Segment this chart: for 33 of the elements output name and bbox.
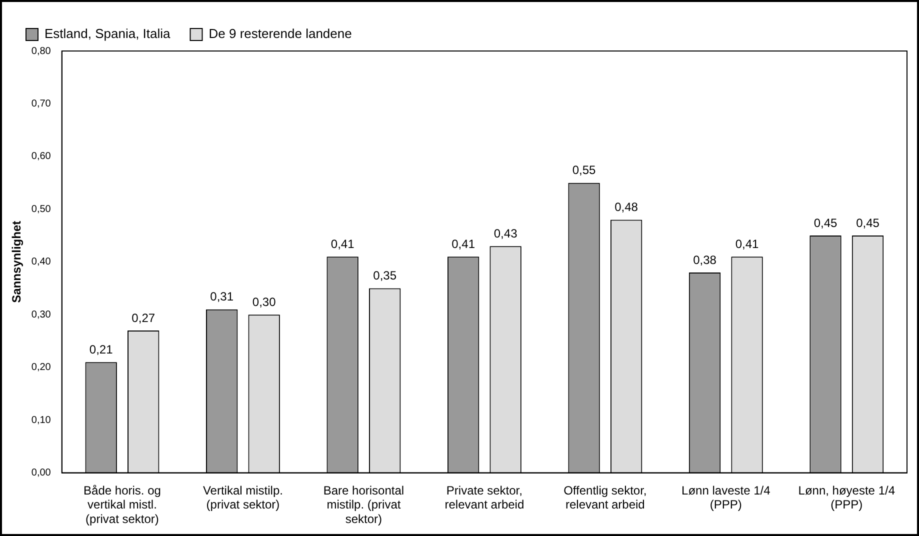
y-tick-label: 0,10 — [31, 414, 52, 426]
y-tick-label: 0,70 — [31, 98, 52, 110]
data-label: 0,45 — [814, 216, 838, 230]
data-label: 0,35 — [373, 268, 397, 283]
x-tick-label: Private sektor, relevant arbeid — [444, 483, 524, 512]
x-tick-label: Lønn, høyeste 1/4 (PPP) — [798, 483, 896, 512]
data-label: 0,38 — [693, 252, 717, 267]
data-label: 0,31 — [210, 290, 234, 304]
data-label: 0,41 — [330, 236, 355, 251]
data-label: 0,48 — [614, 200, 638, 214]
data-label: 0,41 — [452, 236, 476, 251]
y-axis-title: Sannsynlighet — [10, 220, 24, 303]
legend-label: De 9 resterende landene — [208, 26, 352, 42]
x-tick-label: Både horis. og vertikal mistl. (privat sektor) — [84, 483, 161, 526]
y-tick-label: 0,30 — [31, 309, 52, 320]
data-label: 0,41 — [735, 236, 760, 251]
x-tick-label: Lønn laveste 1/4 (PPP) — [682, 483, 771, 512]
data-label: 0,30 — [252, 294, 276, 309]
y-tick-label: 0,40 — [31, 256, 52, 268]
x-tick-label: Offentlig sektor, relevant arbeid — [564, 483, 647, 512]
y-tick-label: 0,60 — [31, 151, 52, 162]
x-tick-label: Vertikal mistilp. (privat sektor) — [202, 483, 283, 512]
data-label: 0,43 — [494, 226, 518, 240]
data-label: 0,21 — [89, 342, 114, 356]
y-tick-label: 0,50 — [31, 204, 52, 215]
data-label: 0,45 — [856, 216, 880, 230]
y-tick-label: 0,80 — [31, 46, 52, 57]
y-tick-label: 0,20 — [31, 362, 52, 374]
data-label: 0,27 — [132, 310, 156, 325]
legend-label: Estland, Spania, Italia — [44, 26, 172, 42]
y-tick-label: 0,00 — [31, 468, 52, 479]
data-label: 0,55 — [572, 163, 596, 178]
x-tick-label: Bare horisontal mistilp. (privat sektor) — [323, 483, 404, 526]
